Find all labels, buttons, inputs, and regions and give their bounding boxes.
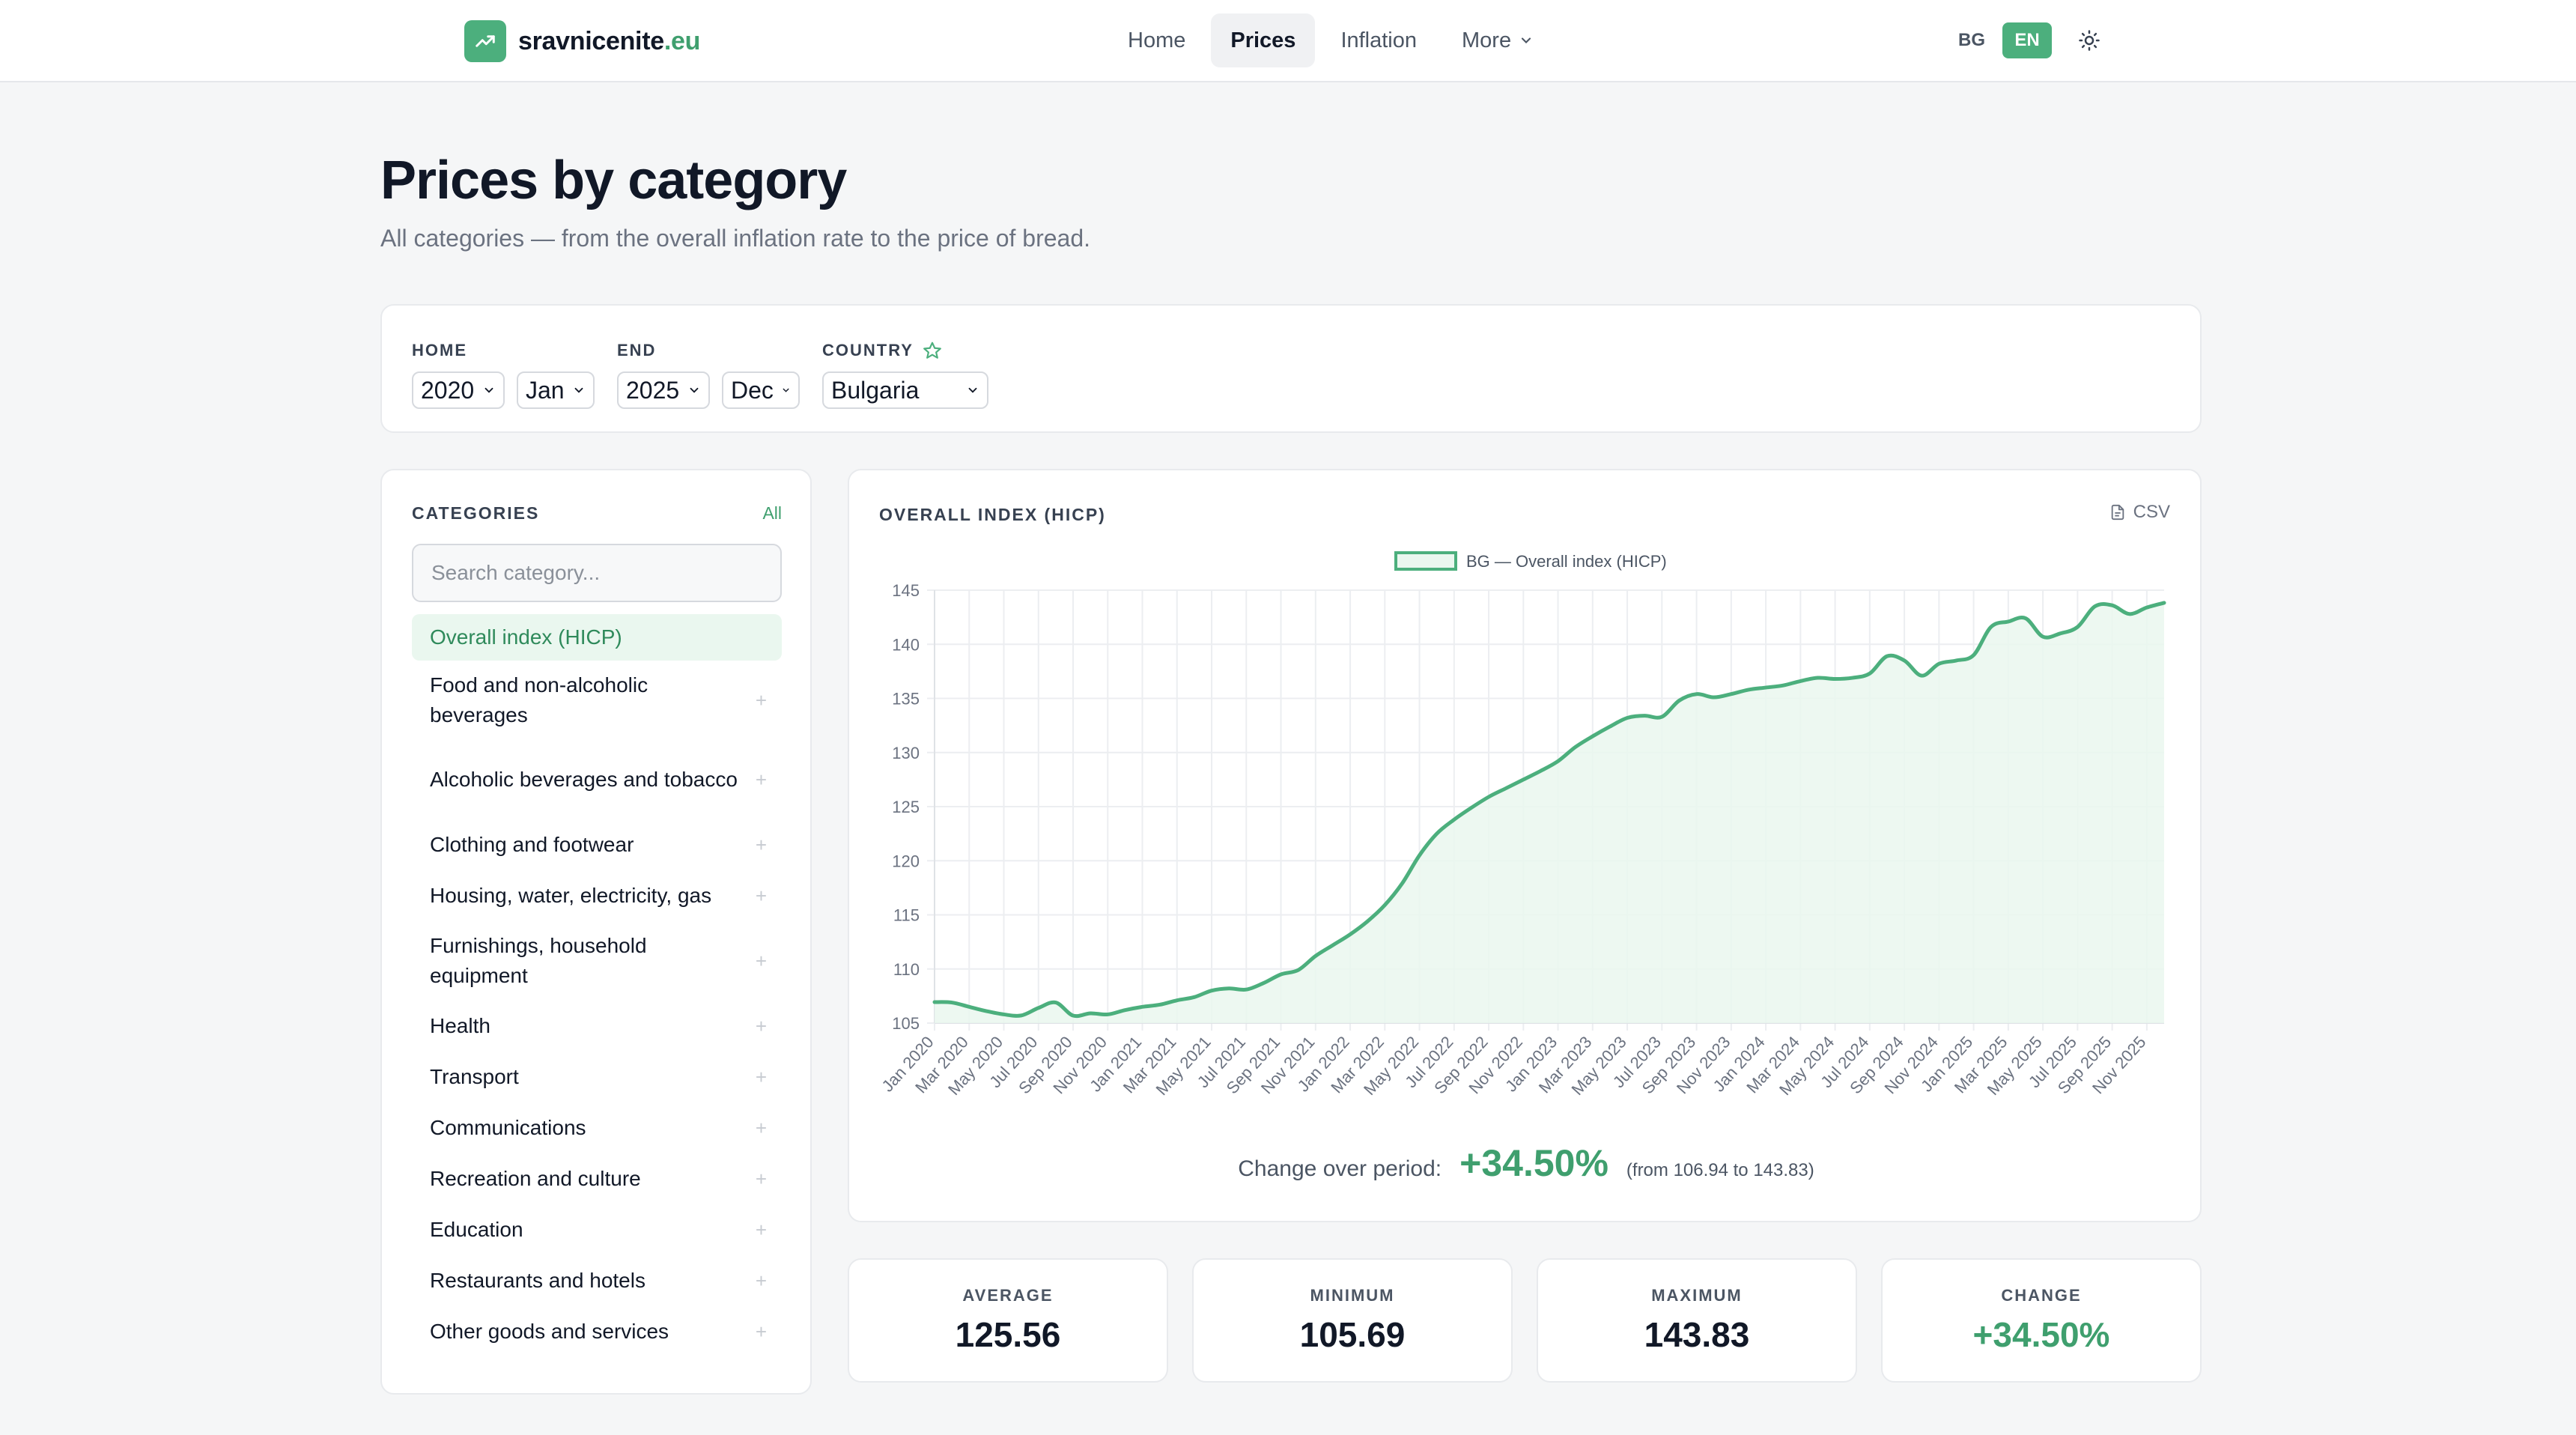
chart-title: OVERALL INDEX (HICP) — [879, 505, 1106, 524]
category-item[interactable]: Education + — [412, 1204, 782, 1255]
plus-icon[interactable]: + — [755, 885, 767, 907]
y-tick-label: 125 — [892, 798, 920, 816]
categories-card: CATEGORIES All Overall index (HICP) Food… — [380, 469, 812, 1395]
series-area-fill — [935, 602, 2164, 1023]
site-logo[interactable]: sravnicenite.eu — [464, 20, 700, 62]
category-item[interactable]: Overall index (HICP) — [412, 614, 782, 661]
top-navigation-bar: sravnicenite.eu Home Prices Inflation Mo… — [0, 0, 2576, 82]
country-group: COUNTRY Bulgaria — [822, 340, 988, 409]
change-summary: Change over period: +34.50% (from 106.94… — [849, 1141, 2203, 1185]
y-tick-label: 105 — [892, 1014, 920, 1033]
category-item[interactable]: Furnishings, household equipment + — [430, 934, 767, 987]
plus-icon[interactable]: + — [755, 950, 767, 972]
chevron-down-icon — [690, 387, 699, 393]
y-tick-label: 135 — [892, 690, 920, 709]
stat-value: 143.83 — [1644, 1315, 1750, 1354]
country-label: COUNTRY — [822, 340, 988, 361]
chevron-down-icon — [783, 388, 789, 392]
end-month-select[interactable]: Dec — [722, 371, 800, 409]
category-item[interactable]: Communications + — [412, 1102, 782, 1153]
category-item[interactable]: Clothing and footwear + — [412, 819, 782, 870]
plus-icon[interactable]: + — [755, 768, 767, 791]
filters-card: HOME 2020 Jan END 2025 Dec COUNTRY Bulga… — [380, 304, 2202, 433]
chevron-down-icon — [484, 387, 493, 393]
plus-icon[interactable]: + — [755, 834, 767, 856]
main-nav: Home Prices Inflation More — [1108, 13, 1553, 67]
stat-change: CHANGE +34.50% — [1881, 1258, 2202, 1383]
file-icon — [2111, 504, 2124, 521]
theme-toggle-sun-icon[interactable] — [2074, 25, 2104, 55]
lang-bg-button[interactable]: BG — [1958, 30, 1985, 50]
category-search-input[interactable] — [412, 544, 782, 602]
stat-value: 105.69 — [1299, 1315, 1406, 1354]
y-tick-label: 145 — [892, 581, 920, 600]
categories-title: CATEGORIES — [412, 503, 540, 523]
stat-value: 125.56 — [955, 1315, 1061, 1354]
chart-card: 105 110 115 120 125 130 135 140 145 Jan 2020 Mar 2… — [848, 469, 2202, 1222]
plus-icon[interactable]: + — [755, 1168, 767, 1190]
legend-swatch — [1394, 551, 1457, 571]
page-subtitle: All categories — from the overall inflat… — [380, 225, 1091, 252]
legend-label: BG — Overall index (HICP) — [1466, 552, 1667, 571]
chevron-down-icon — [574, 387, 583, 393]
y-tick-label: 140 — [892, 635, 920, 654]
end-label: END — [617, 341, 657, 359]
start-year-select[interactable]: 2020 — [412, 371, 505, 409]
stat-label: AVERAGE — [962, 1286, 1054, 1305]
country-select[interactable]: Bulgaria — [822, 371, 988, 409]
plus-icon[interactable]: + — [755, 1269, 767, 1292]
stat-label: MINIMUM — [1310, 1286, 1395, 1305]
category-item[interactable]: Alcoholic beverages and tobacco + — [412, 740, 782, 819]
series-line — [932, 601, 2166, 1019]
stat-label: MAXIMUM — [1651, 1286, 1743, 1305]
csv-download-button[interactable]: CSV — [2109, 502, 2170, 523]
chevron-down-icon — [1522, 37, 1531, 43]
stat-label: CHANGE — [2001, 1286, 2082, 1305]
page-title: Prices by category — [380, 151, 847, 210]
logo-text: sravnicenite.eu — [518, 26, 701, 55]
start-date-group: HOME 2020 Jan — [412, 340, 595, 409]
nav-inflation[interactable]: Inflation — [1340, 28, 1418, 52]
end-date-group: END 2025 Dec — [617, 340, 800, 409]
y-tick-label: 120 — [892, 852, 920, 870]
category-item[interactable]: Transport + — [412, 1052, 782, 1102]
chevron-down-icon — [968, 387, 977, 393]
category-item[interactable]: Health + — [412, 1001, 782, 1052]
lang-en-button[interactable]: EN — [2002, 22, 2052, 58]
trending-up-icon — [464, 20, 506, 62]
category-item[interactable]: Restaurants and hotels + — [412, 1255, 782, 1306]
plus-icon[interactable]: + — [755, 1219, 767, 1241]
nav-more-dropdown[interactable]: More — [1442, 13, 1553, 67]
category-item[interactable]: Housing, water, electricity, gas + — [412, 870, 782, 921]
start-label: HOME — [412, 341, 467, 359]
category-item[interactable]: Other goods and services + — [412, 1306, 782, 1357]
change-label: Change over period: — [1238, 1156, 1442, 1181]
category-list: Overall index (HICP) Food and non-alcoho… — [412, 614, 782, 1357]
stat-minimum: MINIMUM 105.69 — [1192, 1258, 1513, 1383]
nav-prices[interactable]: Prices — [1211, 13, 1316, 67]
y-tick-label: 130 — [892, 744, 920, 762]
y-tick-label: 115 — [893, 906, 920, 925]
change-range: (from 106.94 to 143.83) — [1626, 1160, 1814, 1180]
start-month-select[interactable]: Jan — [517, 371, 595, 409]
plus-icon[interactable]: + — [755, 1117, 767, 1139]
change-value: +34.50% — [1459, 1142, 1609, 1184]
star-icon[interactable] — [923, 341, 942, 360]
y-tick-label: 110 — [893, 960, 920, 979]
plus-icon[interactable]: + — [755, 1015, 767, 1037]
category-item[interactable]: Food and non-alcoholic beverages + — [430, 673, 767, 726]
stat-maximum: MAXIMUM 143.83 — [1537, 1258, 1857, 1383]
end-year-select[interactable]: 2025 — [617, 371, 710, 409]
nav-home[interactable]: Home — [1128, 28, 1186, 52]
stat-value: +34.50% — [1972, 1315, 2110, 1354]
plus-icon[interactable]: + — [755, 1320, 767, 1343]
plus-icon[interactable]: + — [755, 1066, 767, 1088]
category-item[interactable]: Recreation and culture + — [412, 1153, 782, 1204]
categories-all-link[interactable]: All — [762, 503, 782, 523]
stat-average: AVERAGE 125.56 — [848, 1258, 1168, 1383]
plus-icon[interactable]: + — [755, 689, 767, 712]
